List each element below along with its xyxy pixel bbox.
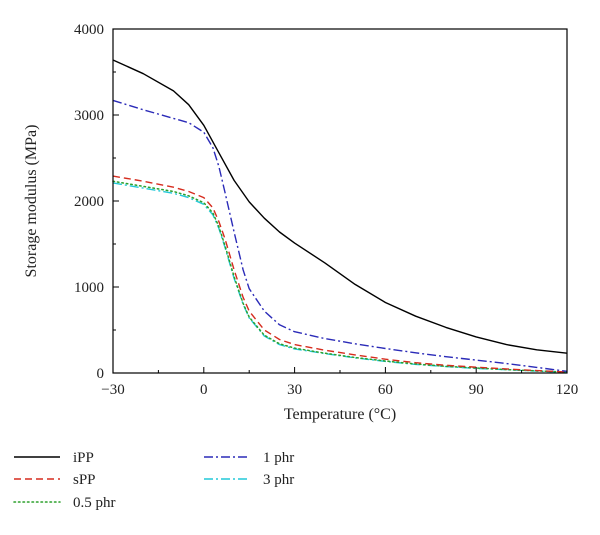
y-tick-label: 1000 [74,280,104,296]
plot-frame [112,28,568,374]
legend: iPP 1 phr sPP 3 phr 0.5 phr [13,450,294,511]
y-tick-label: 3000 [74,108,104,124]
y-tick-label: 4000 [74,22,104,38]
legend-label-1-phr: 1 phr [263,450,294,466]
legend-label-3-phr: 3 phr [263,472,294,488]
series-line-0-5-phr [112,180,568,373]
series-line-3-phr [112,182,568,373]
y-axis-label: Storage modulus (MPa) [23,125,40,278]
legend-label-ipp: iPP [73,450,94,466]
x-tick-label: 60 [378,382,393,398]
y-tick-label: 0 [97,366,105,382]
series-line-ipp [112,59,568,354]
series-line-1-phr [112,99,568,372]
x-tick-label: 0 [200,382,208,398]
legend-label-0-5-phr: 0.5 phr [73,495,116,511]
legend-label-spp: sPP [73,472,96,488]
x-axis-label: Temperature (°C) [284,406,396,423]
y-tick-label: 2000 [74,194,104,210]
plot-lines [112,59,568,373]
x-tick-label: 90 [469,382,484,398]
x-tick-label: 120 [556,382,579,398]
x-tick-label: −30 [101,382,124,398]
x-tick-label: 30 [287,382,302,398]
series-line-spp [112,175,568,373]
